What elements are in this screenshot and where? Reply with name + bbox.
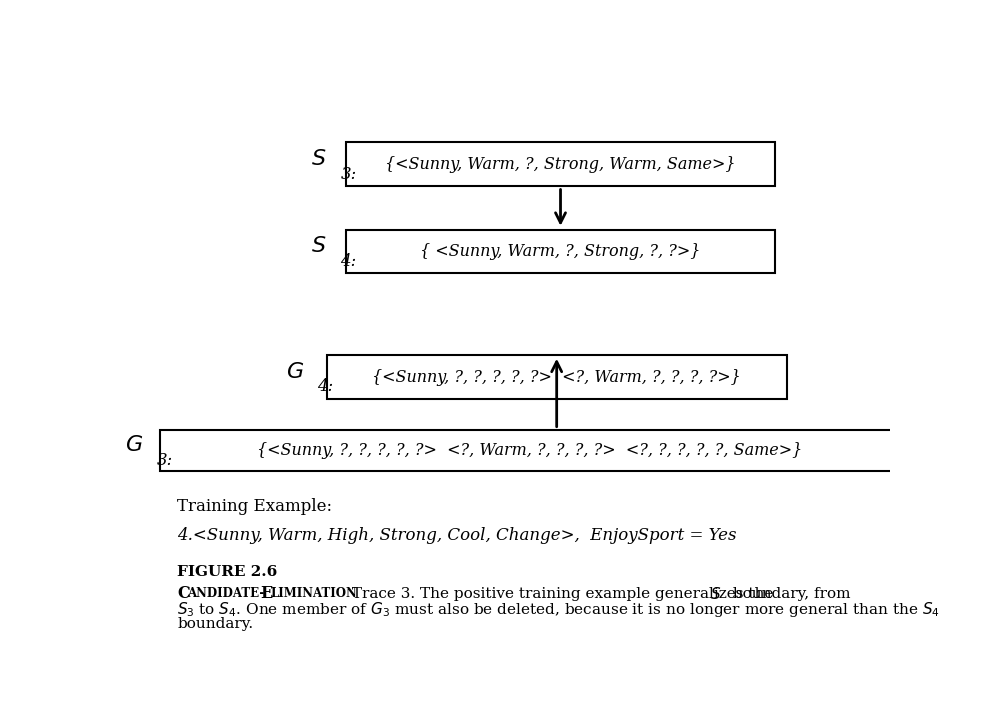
FancyBboxPatch shape [346, 230, 775, 274]
Text: 3:: 3: [156, 452, 173, 469]
Text: C: C [177, 586, 190, 603]
FancyBboxPatch shape [160, 430, 900, 471]
Text: boundary, from: boundary, from [728, 587, 851, 601]
Text: Training Example:: Training Example: [177, 498, 332, 515]
Text: {<Sunny, Warm, ?, Strong, Warm, Same>}: {<Sunny, Warm, ?, Strong, Warm, Same>} [386, 156, 736, 173]
Text: $\mathit{S}$: $\mathit{S}$ [312, 235, 326, 257]
Text: 4.<Sunny, Warm, High, Strong, Cool, Change>,  EnjoySport = Yes: 4.<Sunny, Warm, High, Strong, Cool, Chan… [177, 527, 737, 544]
Text: $\mathit{G}$: $\mathit{G}$ [125, 435, 142, 457]
Text: $\mathit{G}$: $\mathit{G}$ [286, 361, 304, 383]
Text: Trace 3. The positive training example generalizes the: Trace 3. The positive training example g… [347, 587, 778, 601]
Text: ANDIDATE-: ANDIDATE- [187, 587, 264, 601]
Text: {<Sunny, ?, ?, ?, ?, ?>  <?, Warm, ?, ?, ?, ?>}: {<Sunny, ?, ?, ?, ?, ?> <?, Warm, ?, ?, … [372, 369, 741, 386]
Text: boundary.: boundary. [177, 618, 253, 632]
Text: FIGURE 2.6: FIGURE 2.6 [177, 565, 278, 579]
Text: 4:: 4: [317, 379, 334, 396]
Text: LIMINATION: LIMINATION [270, 587, 357, 601]
Text: E: E [260, 586, 272, 603]
Text: 4:: 4: [340, 253, 357, 270]
Text: { <Sunny, Warm, ?, Strong, ?, ?>}: { <Sunny, Warm, ?, Strong, ?, ?>} [420, 243, 700, 260]
Text: $\mathit{S}$: $\mathit{S}$ [710, 586, 721, 602]
Text: $\mathit{S}$: $\mathit{S}$ [312, 147, 326, 169]
Text: 3:: 3: [340, 166, 357, 182]
Text: $\mathit{S}_3$ to $\mathit{S}_4$. One member of $\mathit{G}_3$ must also be dele: $\mathit{S}_3$ to $\mathit{S}_4$. One me… [177, 600, 941, 619]
Text: {<Sunny, ?, ?, ?, ?, ?>  <?, Warm, ?, ?, ?, ?>  <?, ?, ?, ?, ?, Same>}: {<Sunny, ?, ?, ?, ?, ?> <?, Warm, ?, ?, … [257, 442, 802, 459]
FancyBboxPatch shape [346, 143, 775, 186]
FancyBboxPatch shape [326, 355, 786, 399]
